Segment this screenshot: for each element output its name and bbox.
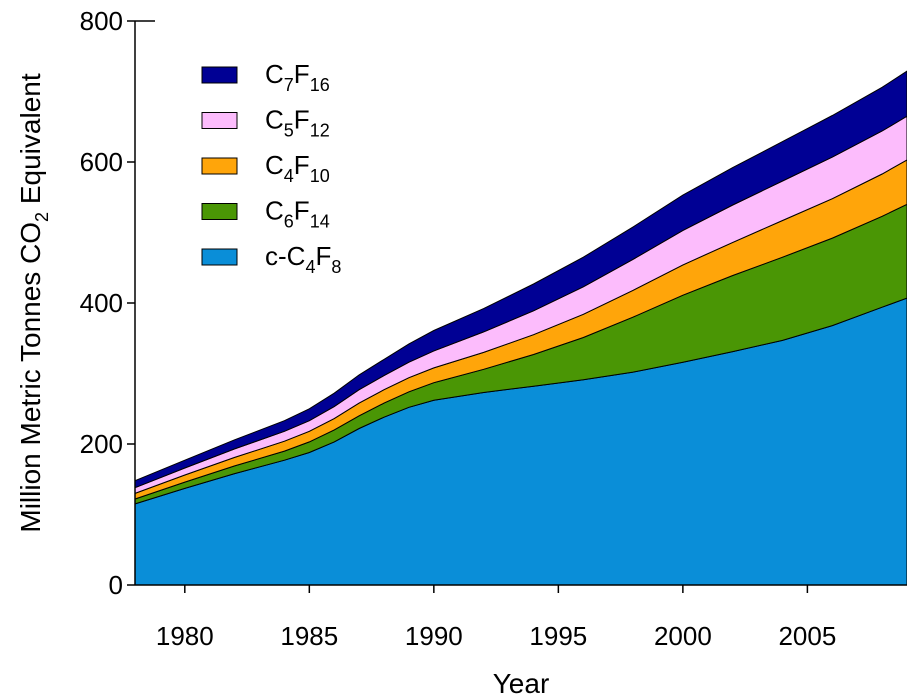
legend-c6f14-swatch	[201, 203, 238, 220]
x-axis-title: Year	[493, 668, 550, 696]
x-tick-label: 2005	[778, 621, 836, 651]
legend-c-c4f8-label: c-C4F8	[265, 241, 341, 277]
area-c7f16	[134, 70, 907, 489]
legend-c7f16-swatch	[201, 66, 238, 84]
legend-c5f12-swatch	[201, 112, 238, 129]
x-tick-label: 1995	[529, 621, 587, 651]
area-series-group	[134, 70, 907, 586]
legend-c-c4f8-swatch	[201, 248, 238, 266]
legend-c7f16-label: C7F16	[265, 59, 330, 95]
legend-c4f10-label: C4F10	[265, 150, 330, 186]
x-tick-label: 1985	[280, 621, 338, 651]
y-axis-title-tail: Equivalent	[15, 73, 46, 212]
legend-c5f12-label: C5F12	[265, 105, 330, 141]
x-tick-label: 1980	[156, 621, 214, 651]
y-tick-label: 600	[80, 147, 123, 177]
x-tick-label: 1990	[405, 621, 463, 651]
y-tick-label: 800	[80, 6, 123, 36]
y-tick-label: 200	[80, 429, 123, 459]
y-axis-title-main: Million Metric Tonnes CO	[15, 222, 46, 533]
legend-c4f10-swatch	[201, 157, 238, 175]
y-axis-title: Million Metric Tonnes CO2 Equivalent	[15, 73, 52, 532]
y-tick-label: 0	[109, 570, 123, 600]
axes: 0 200 400 600 800 1980 1985 1990 1995 2000 2005	[80, 6, 907, 651]
legend: C7F16 C5F12 C4F10 C6F14 c-C4F8	[201, 59, 341, 277]
y-axis-title-subscript: 2	[32, 212, 52, 222]
x-tick-label: 2000	[654, 621, 712, 651]
y-tick-label: 400	[80, 288, 123, 318]
legend-c6f14-label: C6F14	[265, 196, 330, 232]
